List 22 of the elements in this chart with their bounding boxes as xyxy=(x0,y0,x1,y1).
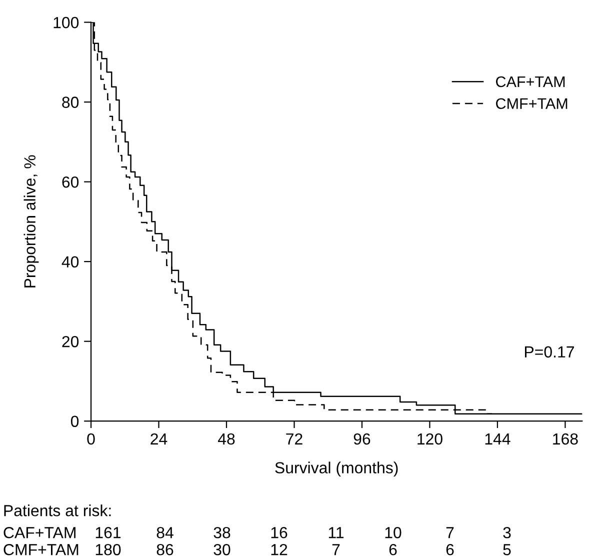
y-axis-title: Proportion alive, % xyxy=(24,155,39,288)
y-tick-label: 80 xyxy=(62,96,79,108)
legend-label: CAF+TAM xyxy=(496,76,565,88)
y-tick-label: 20 xyxy=(62,336,79,348)
y-tick-label: 60 xyxy=(62,176,79,188)
annotation: P=0.17 xyxy=(525,346,574,358)
x-tick-label: 72 xyxy=(286,433,302,444)
x-tick-label: 168 xyxy=(553,433,578,445)
text: CAF+TAM 161 84 38 16 11 10 7 3 xyxy=(4,526,511,538)
x-tick-label: 144 xyxy=(485,433,510,444)
x-tick-label: 96 xyxy=(354,433,370,445)
x-tick-label: 0 xyxy=(87,433,95,445)
text: Patients at risk: xyxy=(4,504,111,516)
legend-label: CMF+TAM xyxy=(496,98,568,110)
y-tick-label: 100 xyxy=(54,16,79,28)
x-tick-label: 120 xyxy=(418,433,442,445)
text: CMF+TAM 180 86 30 12 7 6 6 5 xyxy=(4,544,511,556)
y-tick-label: 40 xyxy=(62,256,79,268)
x-tick-label: 24 xyxy=(150,433,168,444)
x-tick-label: 48 xyxy=(218,433,235,445)
x-axis-title: Survival (months) xyxy=(275,462,398,477)
y-tick-label: 0 xyxy=(70,416,79,428)
